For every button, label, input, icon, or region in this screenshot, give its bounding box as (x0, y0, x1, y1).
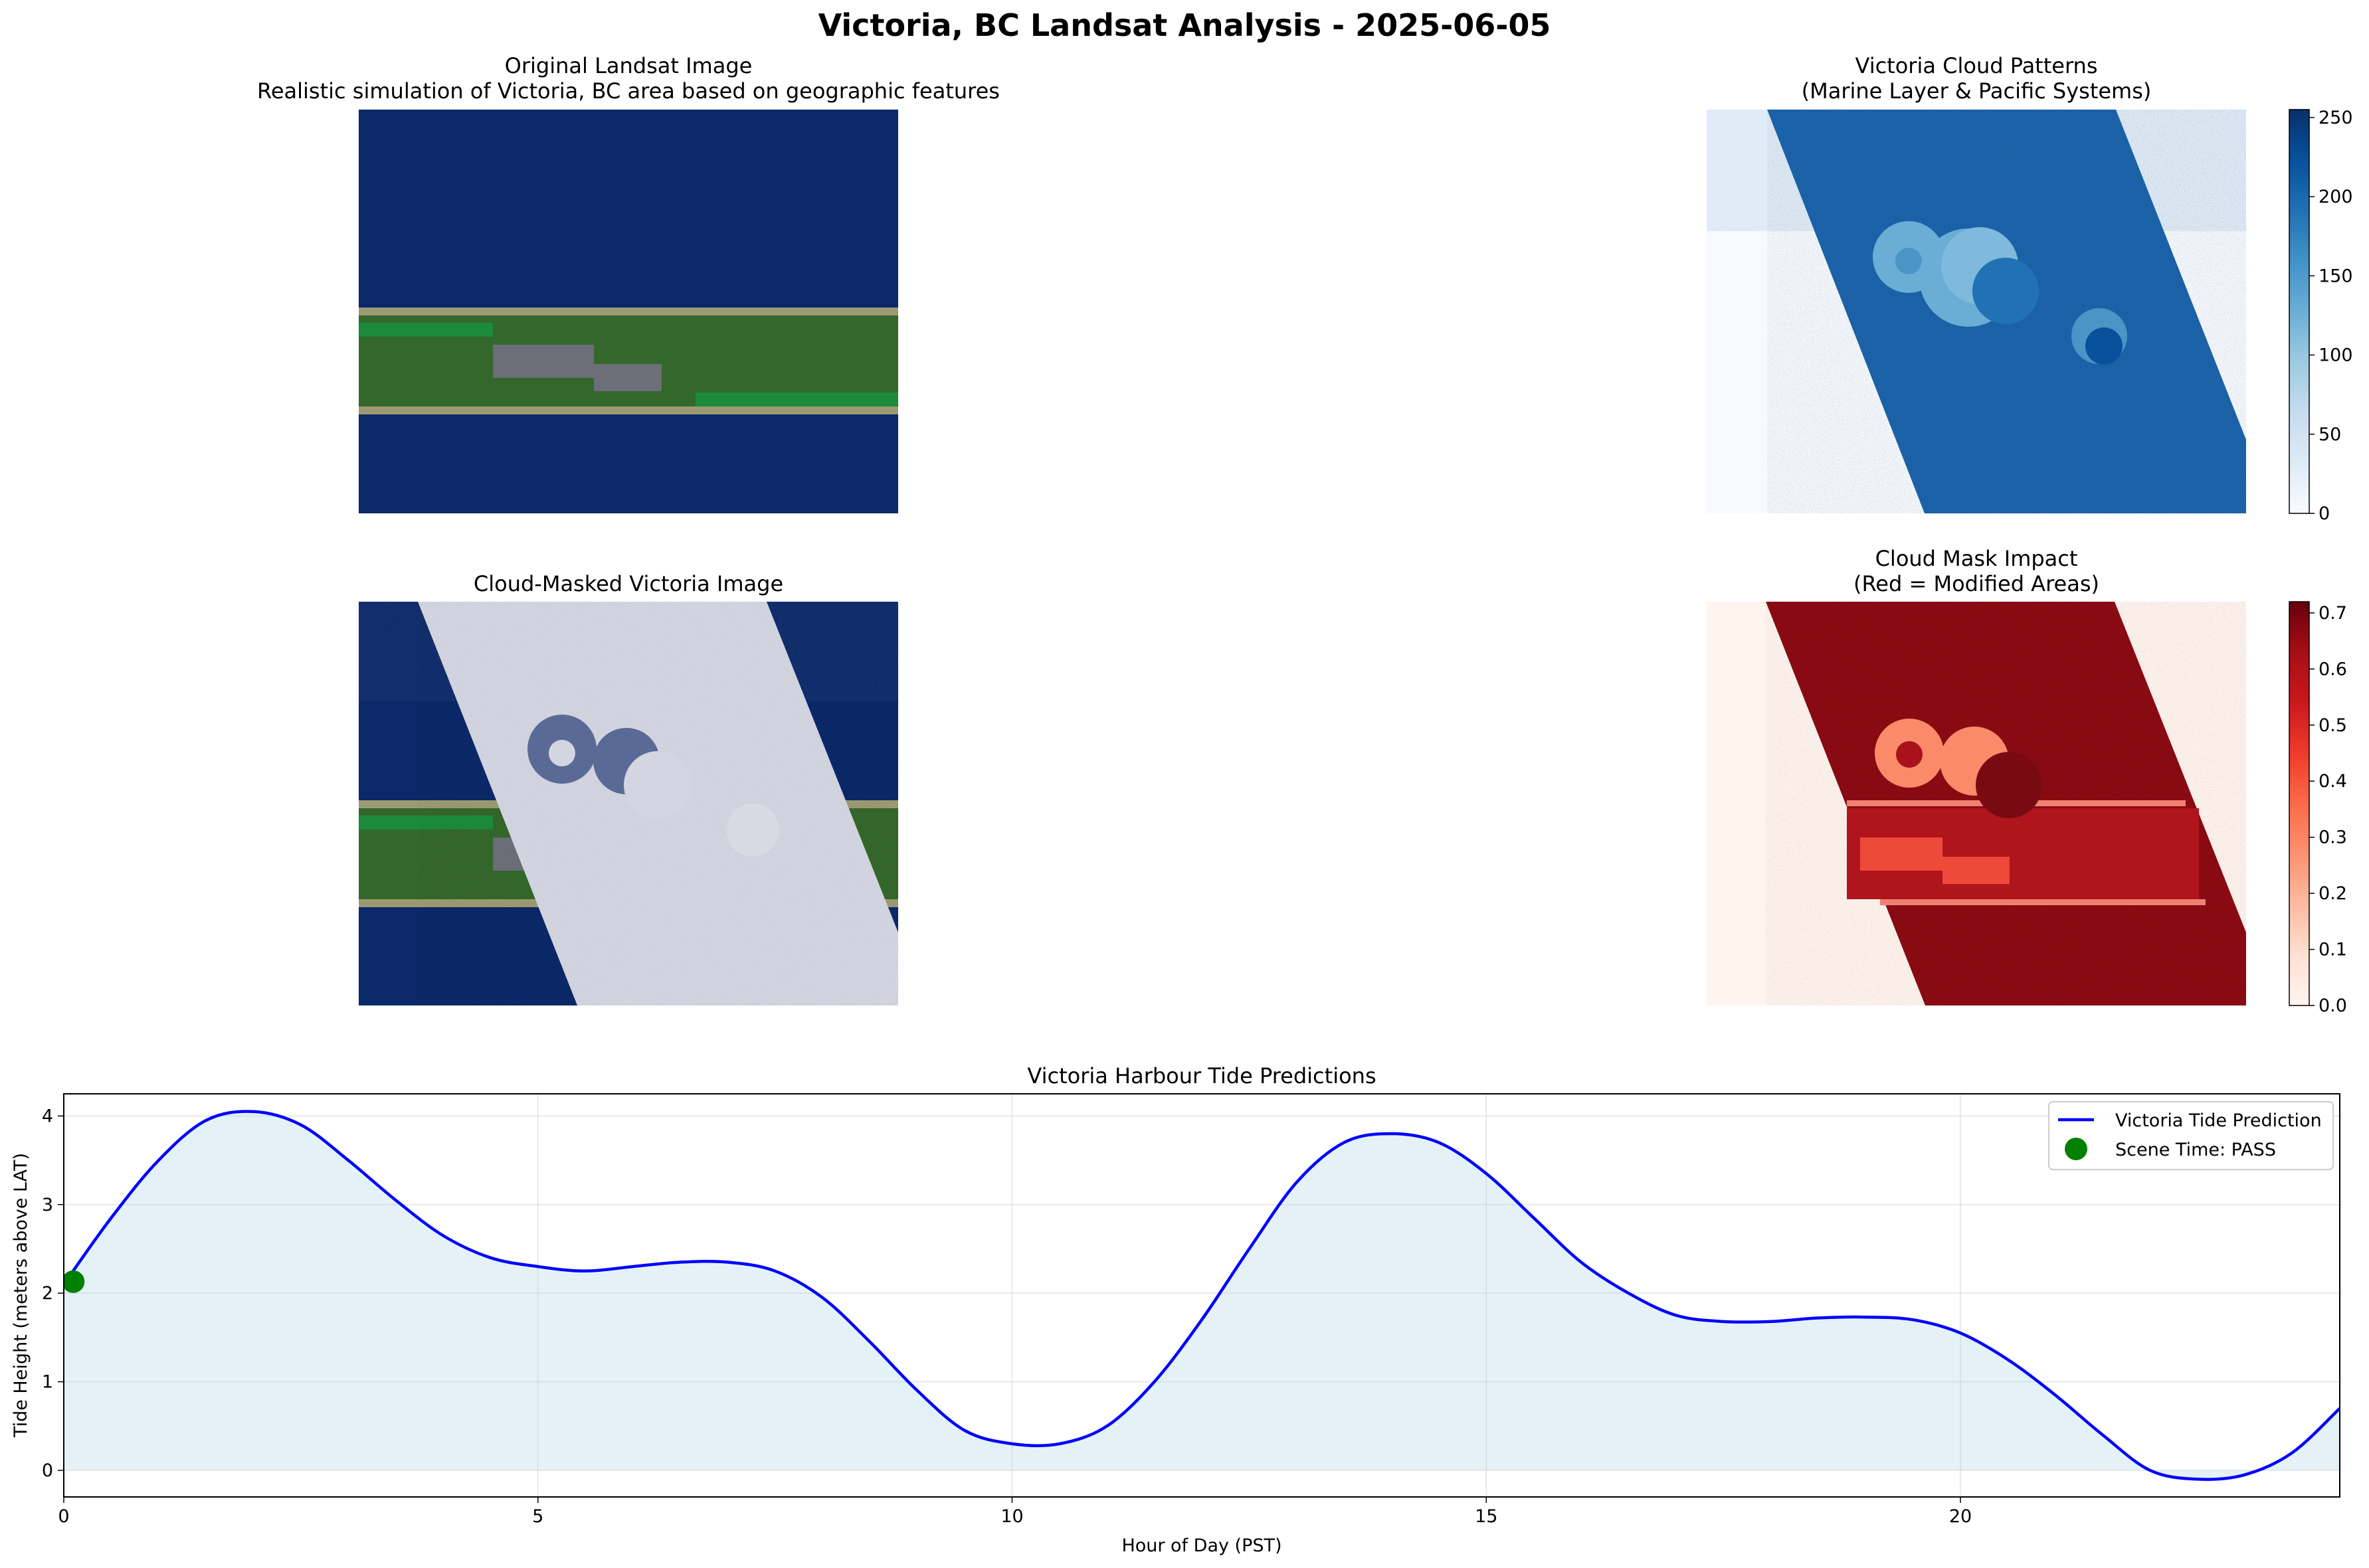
x-tick-label: 10 (1000, 1506, 1023, 1527)
original-subtitle: Realistic simulation of Victoria, BC are… (257, 78, 1000, 104)
tide-y-label: Tide Height (meters above LAT) (11, 1153, 31, 1438)
clouds-colorbar-tick-label: 0 (2319, 503, 2330, 524)
panel-impact: Cloud Mask Impact (Red = Modified Areas)… (1707, 546, 2347, 1016)
tide-x-label: Hour of Day (PST) (1121, 1535, 1281, 1556)
masked-title: Cloud-Masked Victoria Image (474, 571, 783, 596)
original-title: Original Landsat Image (505, 53, 753, 78)
legend-series-label: Victoria Tide Prediction (2115, 1110, 2322, 1131)
tide-legend: Victoria Tide Prediction Scene Time: PAS… (2048, 1101, 2334, 1170)
y-tick-label: 3 (42, 1195, 53, 1215)
clouds-colorbar-tick-label: 200 (2319, 187, 2353, 207)
panel-tide: Victoria Harbour Tide Predictions 0 5 10 15… (11, 1063, 2340, 1556)
impact-colorbar-tick-label: 0.2 (2319, 883, 2347, 904)
clouds-colorbar-tick-label: 150 (2319, 266, 2353, 286)
x-tick-label: 15 (1475, 1506, 1497, 1527)
clouds-colorbar-tick-label: 100 (2319, 345, 2353, 366)
clouds-image (1707, 110, 2246, 513)
clouds-title: Victoria Cloud Patterns (1855, 53, 2098, 78)
legend-marker-label: Scene Time: PASS (2115, 1140, 2276, 1160)
impact-colorbar-tick-label: 0.0 (2319, 996, 2347, 1016)
y-tick-label: 2 (42, 1283, 53, 1304)
impact-colorbar-tick-label: 0.6 (2319, 659, 2347, 679)
x-tick-label: 0 (58, 1506, 69, 1527)
tide-fill-area (64, 1111, 2340, 1480)
impact-colorbar-tick-label: 0.4 (2319, 771, 2347, 792)
clouds-colorbar-tick-label: 250 (2319, 108, 2353, 128)
impact-colorbar-tick-label: 0.7 (2319, 603, 2347, 624)
y-tick-label: 1 (42, 1372, 53, 1393)
impact-title: Cloud Mask Impact (1875, 546, 2078, 571)
tide-chart-title: Victoria Harbour Tide Predictions (1027, 1063, 1376, 1089)
original-image (359, 110, 898, 513)
clouds-colorbar-tick-label: 50 (2319, 424, 2341, 445)
tide-axes-frame (63, 1093, 2340, 1498)
x-tick-label: 5 (532, 1506, 543, 1527)
masked-image (359, 602, 898, 1005)
impact-colorbar-tick-label: 0.5 (2319, 715, 2347, 736)
panel-masked: Cloud-Masked Victoria Image (359, 571, 898, 1005)
tide-series-line (64, 1110, 2340, 1481)
clouds-colorbar: 0 50 100 150 200 250 (2289, 108, 2353, 524)
y-tick-label: 4 (42, 1106, 53, 1126)
scene-time-marker (64, 1270, 85, 1293)
impact-colorbar-tick-label: 0.3 (2319, 828, 2347, 848)
x-tick-label: 20 (1949, 1506, 1972, 1527)
clouds-subtitle: (Marine Layer & Pacific Systems) (1802, 78, 2152, 104)
panel-clouds: Victoria Cloud Patterns (Marine Layer & … (1707, 53, 2353, 524)
panel-original: Original Landsat Image Realistic simulat… (257, 53, 1000, 513)
legend-marker-swatch (2065, 1138, 2087, 1160)
impact-colorbar: 0.0 0.1 0.2 0.3 0.4 0.5 0.6 0.7 (2289, 601, 2347, 1016)
impact-subtitle: (Red = Modified Areas) (1853, 571, 2099, 596)
impact-image (1707, 602, 2246, 1005)
y-tick-label: 0 (42, 1460, 53, 1481)
impact-colorbar-tick-label: 0.1 (2319, 940, 2347, 960)
tide-y-ticks: 0 1 2 3 4 (42, 1106, 64, 1481)
tide-x-ticks: 0 5 10 15 20 (58, 1497, 1972, 1527)
figure-title: Victoria, BC Landsat Analysis - 2025-06-… (818, 7, 1551, 43)
